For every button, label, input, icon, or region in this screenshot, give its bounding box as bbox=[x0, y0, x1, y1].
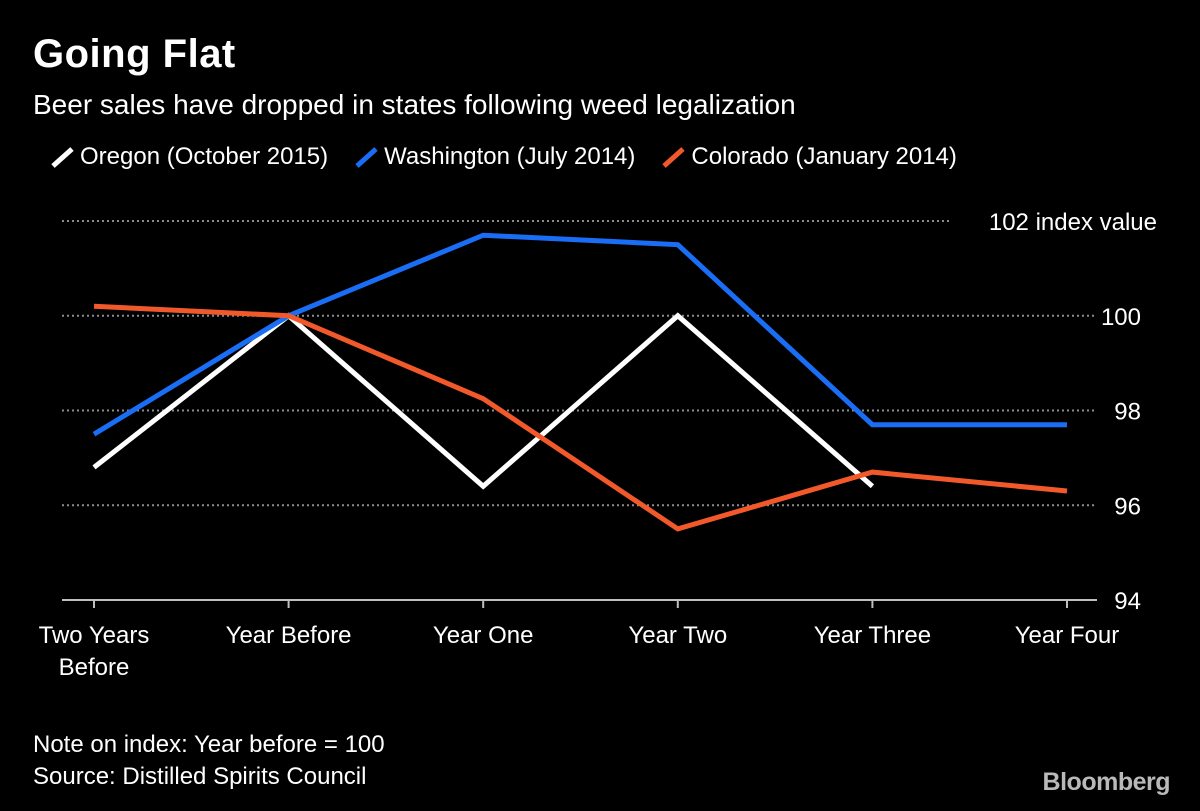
chart-subtitle: Beer sales have dropped in states follow… bbox=[33, 89, 796, 120]
note-index: Note on index: Year before = 100 bbox=[33, 731, 385, 758]
legend: Oregon (October 2015) Washington (July 2… bbox=[50, 143, 983, 171]
legend-swatch-colorado bbox=[661, 144, 687, 170]
legend-item-oregon: Oregon (October 2015) bbox=[50, 143, 328, 171]
y-tick-label-96: 96 bbox=[1114, 493, 1141, 520]
chart-title: Going Flat bbox=[33, 32, 236, 76]
series-line-oregon bbox=[92, 312, 875, 490]
legend-label-washington: Washington (July 2014) bbox=[384, 143, 636, 170]
y-tick-label-94: 94 bbox=[1114, 588, 1141, 615]
y-tick-label-100: 100 bbox=[1101, 304, 1141, 331]
y-tick-label-102: 102 index value bbox=[989, 209, 1157, 236]
legend-item-colorado: Colorado (January 2014) bbox=[661, 143, 957, 171]
x-tick-label-5: Year Four bbox=[1015, 622, 1120, 649]
y-tick-label-98: 98 bbox=[1114, 399, 1141, 426]
legend-item-washington: Washington (July 2014) bbox=[354, 143, 635, 171]
series-line-washington bbox=[92, 232, 1067, 437]
x-tick-label-2: Year One bbox=[433, 622, 534, 649]
legend-label-colorado: Colorado (January 2014) bbox=[691, 143, 957, 170]
x-tick-label-0: Two Years Before bbox=[39, 622, 150, 681]
legend-swatch-oregon bbox=[50, 144, 76, 170]
x-tick-label-3: Year Two bbox=[628, 622, 727, 649]
series-line-colorado bbox=[93, 303, 1068, 532]
x-tick-label-4: Year Three bbox=[814, 622, 931, 649]
footnotes: Note on index: Year before = 100 Source:… bbox=[33, 729, 385, 793]
legend-swatch-washington bbox=[354, 144, 380, 170]
bloomberg-logo: Bloomberg bbox=[1042, 768, 1171, 796]
note-source: Source: Distilled Spirits Council bbox=[33, 763, 367, 790]
legend-label-oregon: Oregon (October 2015) bbox=[80, 143, 329, 170]
x-tick-label-1: Year Before bbox=[226, 622, 352, 649]
